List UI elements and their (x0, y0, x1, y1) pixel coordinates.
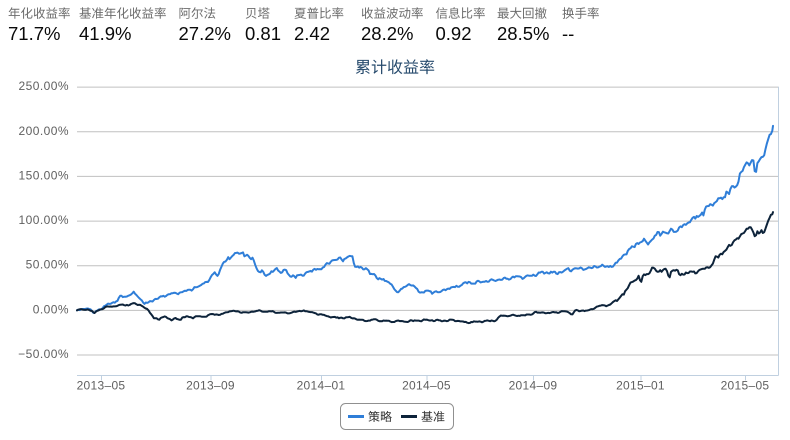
svg-text:0.00%: 0.00% (33, 302, 69, 316)
svg-text:250.00%: 250.00% (18, 79, 69, 93)
svg-text:71.7%: 71.7% (8, 23, 60, 44)
svg-text:2014–05: 2014–05 (402, 379, 451, 393)
svg-text:2014–09: 2014–09 (509, 379, 558, 393)
svg-text:2015–05: 2015–05 (721, 379, 770, 393)
svg-text:28.2%: 28.2% (361, 23, 413, 44)
svg-text:--: -- (562, 23, 574, 44)
svg-text:2014–01: 2014–01 (297, 379, 346, 393)
svg-text:28.5%: 28.5% (497, 23, 549, 44)
svg-text:0.81: 0.81 (245, 23, 281, 44)
svg-text:150.00%: 150.00% (18, 168, 69, 182)
svg-text:50.00%: 50.00% (26, 258, 69, 272)
svg-text:2013–09: 2013–09 (186, 379, 235, 393)
svg-text:2015–01: 2015–01 (616, 379, 665, 393)
svg-text:2013–05: 2013–05 (77, 379, 126, 393)
svg-text:0.92: 0.92 (436, 23, 472, 44)
svg-text:41.9%: 41.9% (79, 23, 131, 44)
svg-text:2.42: 2.42 (294, 23, 330, 44)
svg-text:100.00%: 100.00% (18, 213, 69, 227)
svg-text:27.2%: 27.2% (179, 23, 231, 44)
svg-text:−50.00%: −50.00% (18, 347, 69, 361)
svg-text:200.00%: 200.00% (18, 124, 69, 138)
